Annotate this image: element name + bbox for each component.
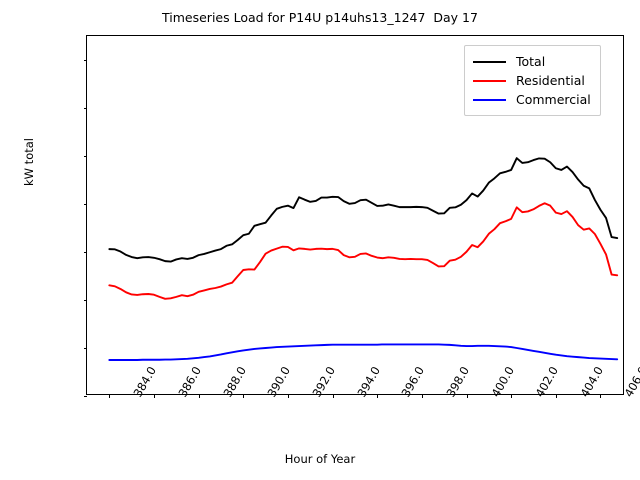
chart-title: Timeseries Load for P14U p14uhs13_1247 D… (162, 10, 478, 25)
y-tick-mark (83, 300, 87, 301)
y-tick-mark (83, 348, 87, 349)
x-axis-label: Hour of Year (284, 452, 356, 466)
legend-label: Residential (516, 73, 585, 88)
x-tick-mark (511, 394, 513, 398)
legend-label: Total (516, 54, 546, 69)
legend-item: Commercial (473, 90, 591, 109)
series-lines (108, 157, 619, 361)
x-tick-mark (198, 394, 200, 398)
x-tick-mark (600, 394, 602, 398)
x-tick-mark (555, 394, 557, 398)
legend-color-swatch (473, 79, 506, 82)
y-tick-mark (83, 396, 87, 397)
x-tick-mark (421, 394, 423, 398)
x-tick-mark (466, 394, 468, 398)
x-tick-mark (109, 394, 111, 398)
legend-item: Residential (473, 71, 591, 90)
x-tick-mark (287, 394, 289, 398)
legend-color-swatch (473, 60, 506, 63)
legend-color-swatch (473, 98, 506, 101)
chart-legend: Total Residential Commercial (464, 45, 601, 116)
y-tick-mark (83, 60, 87, 61)
legend-item: Total (473, 52, 591, 71)
y-tick-mark (83, 156, 87, 157)
x-tick-mark (377, 394, 379, 398)
x-tick-mark (153, 394, 155, 398)
y-axis-label: kW total (22, 138, 36, 186)
series-line-commercial (108, 343, 619, 361)
series-line-total (108, 157, 619, 263)
plot-svg (108, 157, 619, 361)
y-tick-mark (83, 108, 87, 109)
legend-label: Commercial (516, 92, 591, 107)
series-line-residential (108, 202, 619, 300)
y-tick-mark (83, 204, 87, 205)
y-tick-mark (83, 252, 87, 253)
x-tick-mark (243, 394, 245, 398)
x-tick-mark (332, 394, 334, 398)
